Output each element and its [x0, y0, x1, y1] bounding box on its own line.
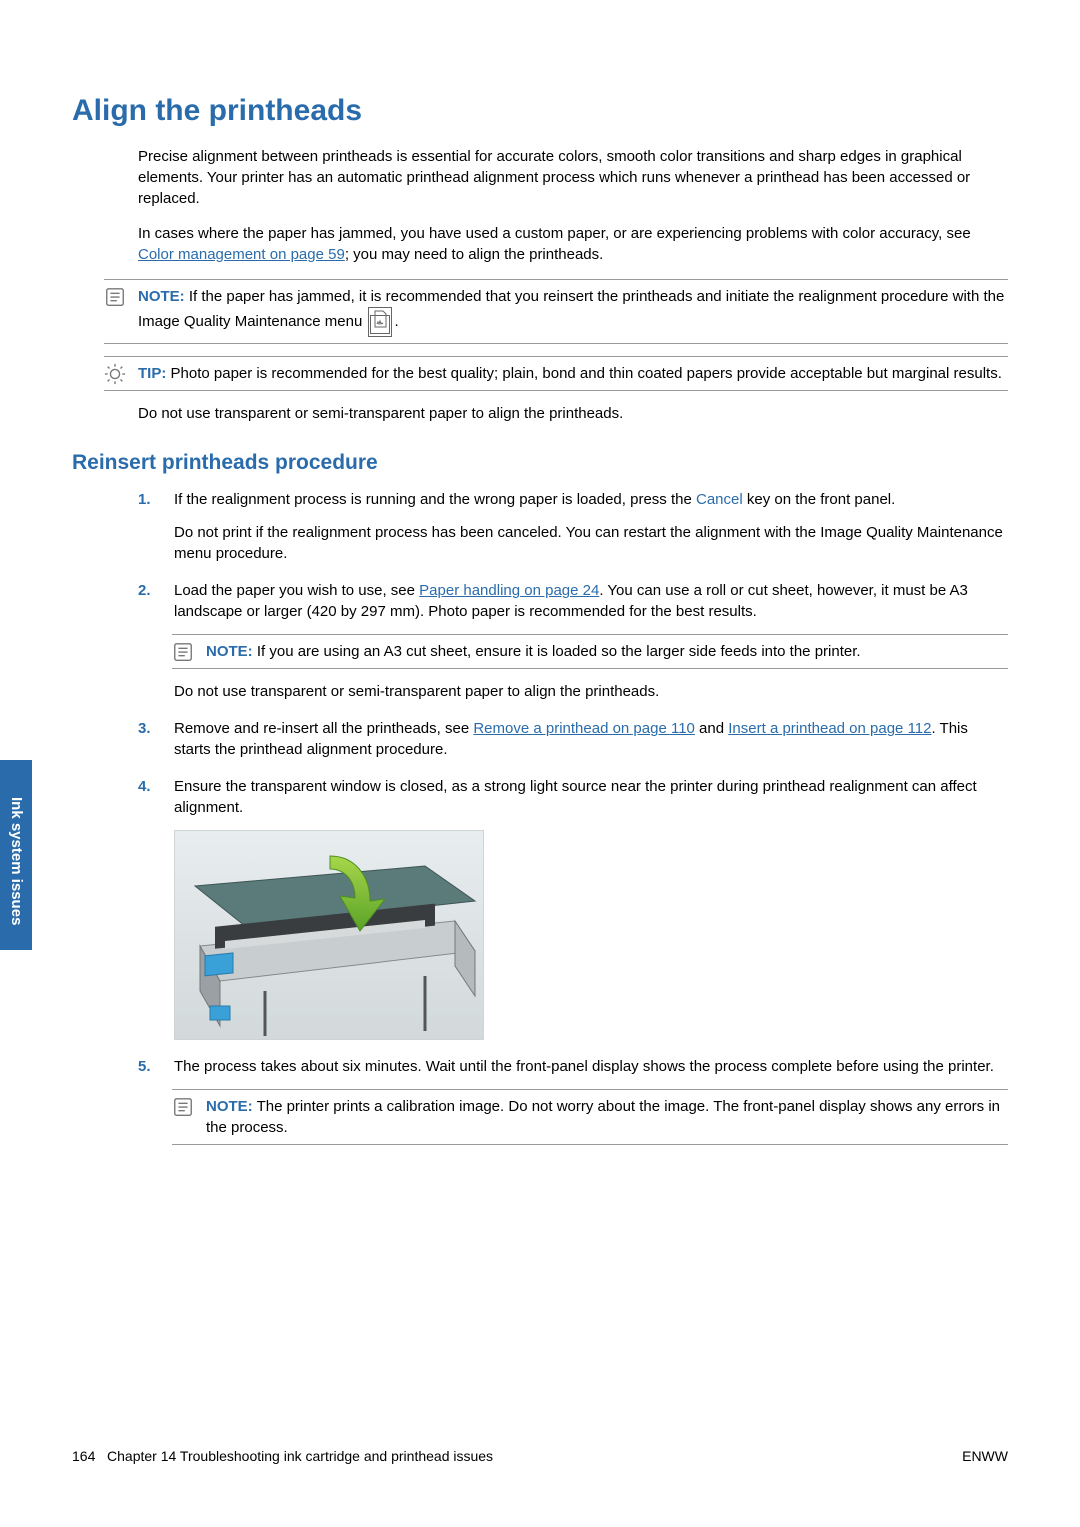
note-label: NOTE: [206, 1098, 253, 1115]
intro-block: Precise alignment between printheads is … [138, 146, 1008, 265]
tip-label: TIP: [138, 365, 166, 382]
step-2-text: Load the paper you wish to use, see Pape… [174, 580, 1008, 622]
chapter-title: Chapter 14 Troubleshooting ink cartridge… [107, 1448, 493, 1464]
footer-right: ENWW [962, 1447, 1008, 1467]
step-number: 4. [138, 776, 151, 797]
step-1-text: If the realignment process is running an… [174, 489, 1008, 510]
intro-paragraph-2: In cases where the paper has jammed, you… [138, 223, 1008, 265]
link-color-management[interactable]: Color management on page 59 [138, 246, 345, 263]
page-footer: 164 Chapter 14 Troubleshooting ink cartr… [72, 1447, 1008, 1467]
step-5-note-text: The printer prints a calibration image. … [206, 1098, 1000, 1136]
tip-photo-paper: TIP: Photo paper is recommended for the … [104, 356, 1008, 391]
note-icon [104, 286, 126, 308]
step-2-note: NOTE: If you are using an A3 cut sheet, … [172, 634, 1008, 669]
procedure-steps: 1. If the realignment process is running… [138, 489, 1008, 1145]
heading-reinsert-procedure: Reinsert printheads procedure [72, 448, 1008, 477]
intro-paragraph-1: Precise alignment between printheads is … [138, 146, 1008, 209]
link-paper-handling[interactable]: Paper handling on page 24 [419, 582, 599, 599]
printer-illustration [174, 830, 484, 1040]
step-1: 1. If the realignment process is running… [138, 489, 1008, 564]
step-4-text: Ensure the transparent window is closed,… [174, 776, 1008, 818]
step-2: 2. Load the paper you wish to use, see P… [138, 580, 1008, 702]
step-2-after: Do not use transparent or semi-transpare… [174, 681, 1008, 702]
step-1-para-2: Do not print if the realignment process … [174, 522, 1008, 564]
after-tip-block: Do not use transparent or semi-transpare… [138, 403, 1008, 424]
step-number: 1. [138, 489, 151, 510]
no-transparent-paper: Do not use transparent or semi-transpare… [138, 403, 1008, 424]
note-text: If the paper has jammed, it is recommend… [138, 288, 1004, 330]
step-2-note-text: If you are using an A3 cut sheet, ensure… [257, 643, 861, 660]
step-number: 5. [138, 1056, 151, 1077]
note-label: NOTE: [138, 288, 185, 305]
note-icon [172, 1096, 194, 1118]
tip-text: Photo paper is recommended for the best … [171, 365, 1002, 382]
footer-left: 164 Chapter 14 Troubleshooting ink cartr… [72, 1447, 493, 1467]
step-5: 5. The process takes about six minutes. … [138, 1056, 1008, 1145]
note-icon [172, 641, 194, 663]
side-tab: Ink system issues [0, 760, 32, 950]
page-number: 164 [72, 1448, 95, 1464]
step-4: 4. Ensure the transparent window is clos… [138, 776, 1008, 1040]
step-3-text: Remove and re-insert all the printheads,… [174, 718, 1008, 760]
tip-icon [104, 363, 126, 385]
menu-icon [368, 307, 392, 337]
heading-align-printheads: Align the printheads [72, 90, 1008, 132]
step-3: 3. Remove and re-insert all the printhea… [138, 718, 1008, 760]
note-label: NOTE: [206, 643, 253, 660]
step-5-text: The process takes about six minutes. Wai… [174, 1056, 1008, 1077]
note-reinsert-printheads: NOTE: If the paper has jammed, it is rec… [104, 279, 1008, 344]
step-number: 3. [138, 718, 151, 739]
page-content: Align the printheads Precise alignment b… [0, 0, 1080, 1145]
cancel-key: Cancel [696, 491, 743, 508]
step-5-note: NOTE: The printer prints a calibration i… [172, 1089, 1008, 1145]
link-remove-printhead[interactable]: Remove a printhead on page 110 [473, 720, 695, 737]
step-number: 2. [138, 580, 151, 601]
link-insert-printhead[interactable]: Insert a printhead on page 112 [728, 720, 931, 737]
